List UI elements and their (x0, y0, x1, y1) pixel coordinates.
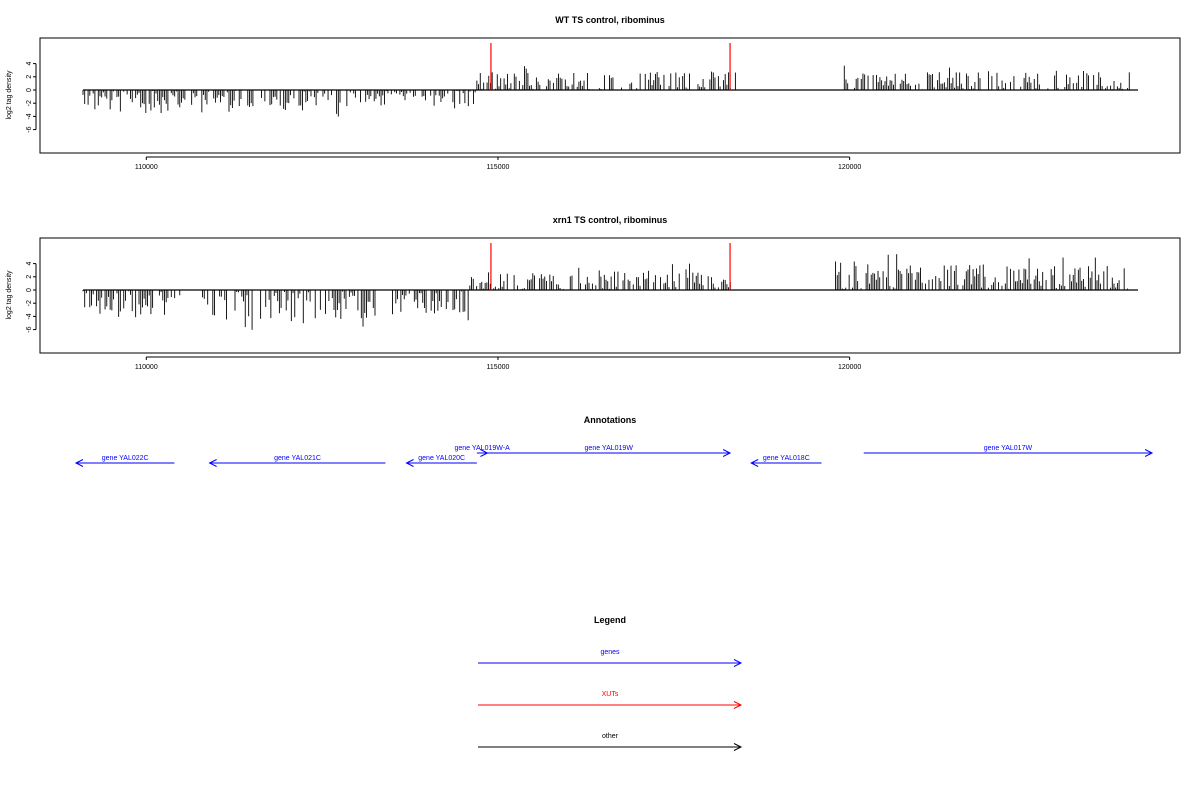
xrn1-track-bars (82, 243, 1138, 330)
legend-arrow-head (733, 743, 743, 751)
gene-arrow-head (74, 459, 84, 467)
gene-arrow-head (405, 459, 414, 467)
y-tick-label: 0 (26, 288, 33, 292)
gene-arrows: gene YAL022C gene YAL021C gene YAL020C gene… (74, 445, 1154, 467)
y-tick-label: 4 (26, 62, 33, 66)
x-tick-label: 115000 (487, 164, 510, 171)
gene-arrow-head (750, 459, 759, 467)
legend-items: genes XUTs other (478, 649, 743, 751)
gene-arrow-head (722, 449, 732, 457)
xrn1-track-title: xrn1 TS control, ribominus (553, 215, 668, 225)
gene-arrow: gene YAL017W (863, 445, 1154, 457)
y-tick-label: -4 (26, 113, 33, 119)
y-tick-label: 4 (26, 262, 33, 266)
annotations-title: Annotations (584, 415, 637, 425)
y-tick-label: -2 (26, 100, 33, 106)
gene-arrow-head (1144, 449, 1154, 457)
legend-label: genes (600, 649, 620, 656)
y-tick-label: 0 (26, 88, 33, 92)
legend-title: Legend (594, 615, 626, 625)
gene-label: gene YAL022C (102, 455, 149, 462)
x-tick-label: 110000 (135, 164, 158, 171)
y-tick-label: 2 (26, 75, 33, 79)
legend-item: genes (478, 649, 743, 667)
gene-arrow: gene YAL020C (405, 455, 477, 467)
legend-panel: Legend genes XUTs other (478, 615, 743, 751)
y-tick-label: -4 (26, 313, 33, 319)
gene-label: gene YAL020C (418, 455, 465, 462)
gene-arrow: gene YAL018C (750, 455, 822, 467)
legend-arrow-head (733, 701, 743, 709)
gene-label: gene YAL019W-A (455, 445, 511, 452)
wt-track-bars (82, 43, 1138, 117)
gene-label: gene YAL018C (763, 455, 810, 462)
gene-arrow-head (208, 459, 217, 467)
gene-arrow: gene YAL019W (487, 445, 732, 457)
legend-item: other (478, 733, 743, 751)
x-tick-label: 120000 (838, 164, 861, 171)
legend-arrow-head (733, 659, 743, 667)
gene-label: gene YAL021C (274, 455, 321, 462)
wt-track-axes: -6 -4 -2 0 2 4 110000 115000 120000 (26, 62, 862, 171)
legend-label: XUTs (602, 691, 619, 698)
y-tick-label: -2 (26, 300, 33, 306)
annotations-panel: Annotations gene YAL022C gene YAL021C gene… (74, 415, 1154, 467)
legend-label: other (602, 733, 619, 740)
xrn1-track-panel: xrn1 TS control, ribominus log2 tag dens… (6, 215, 1181, 371)
wt-track-ylabel: log2 tag density (6, 70, 13, 120)
xrn1-track-frame (39, 237, 1181, 354)
gene-label: gene YAL017W (984, 445, 1033, 452)
y-tick-label: 2 (26, 275, 33, 279)
xrn1-track-axes: -6 -4 -2 0 2 4 110000 115000 120000 (26, 262, 862, 371)
wt-track-frame (39, 37, 1181, 154)
wt-track-title: WT TS control, ribominus (555, 15, 665, 25)
gene-arrow: gene YAL021C (208, 455, 386, 467)
x-tick-label: 110000 (135, 364, 158, 371)
legend-item: XUTs (478, 691, 743, 709)
y-tick-label: -6 (26, 126, 33, 132)
gene-label: gene YAL019W (585, 445, 634, 452)
gene-arrow: gene YAL022C (74, 455, 175, 467)
x-tick-label: 115000 (487, 364, 510, 371)
xrn1-track-ylabel: log2 tag density (6, 270, 13, 320)
wt-track-panel: WT TS control, ribominus log2 tag densit… (6, 15, 1181, 171)
x-tick-label: 120000 (838, 364, 861, 371)
y-tick-label: -6 (26, 326, 33, 332)
